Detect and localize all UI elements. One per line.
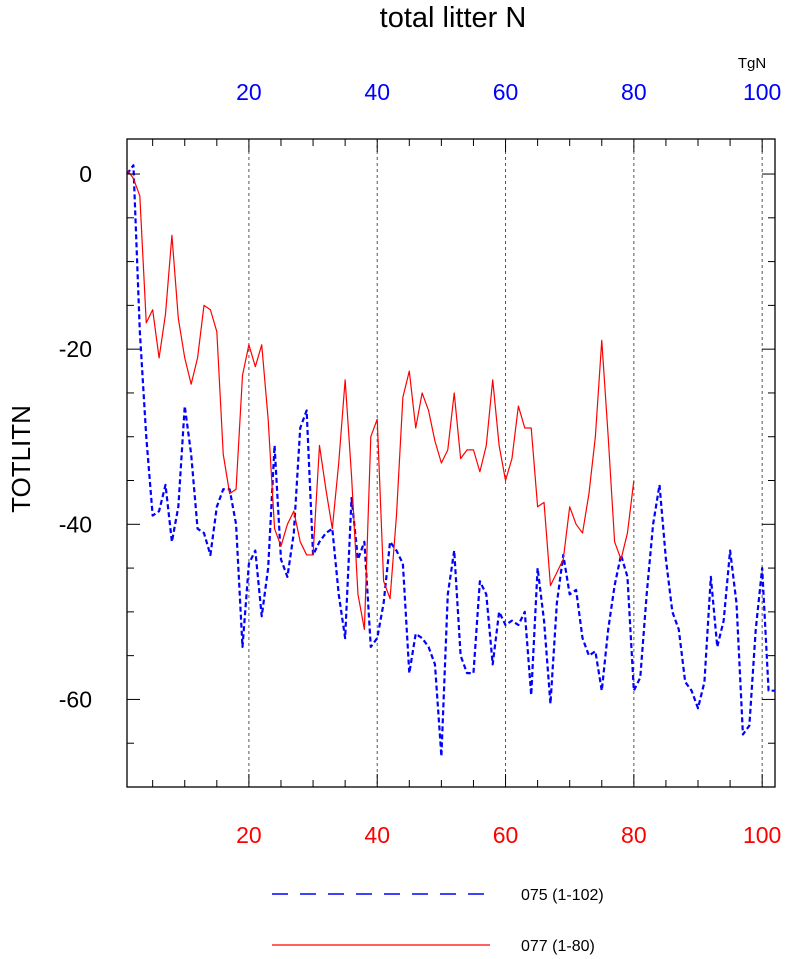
x-tick-label-top: 20 [236, 79, 262, 105]
series-line-1 [126, 169, 635, 630]
y-tick-label: 0 [79, 161, 92, 187]
x-tick-label-bottom: 40 [364, 822, 390, 848]
series-layer [126, 164, 775, 758]
units-label: TgN [738, 55, 766, 72]
x-tick-label-top: 60 [493, 79, 519, 105]
x-tick-label-bottom: 100 [743, 822, 781, 848]
legend-label-075: 075 (1-102) [521, 887, 604, 904]
x-tick-label-top: 100 [743, 79, 781, 105]
y-tick-label: -40 [59, 511, 92, 537]
x-tick-label-top: 40 [364, 79, 390, 105]
ticks-layer: 20 20 40 40 60 60 80 80 100 100 0 -20 -40 -60 [59, 79, 782, 848]
x-tick-label-bottom: 80 [621, 822, 647, 848]
y-tick-label: -20 [59, 336, 92, 362]
x-tick-label-bottom: 20 [236, 822, 262, 848]
chart-title: total litter N [380, 2, 527, 34]
plot-frame [126, 138, 776, 788]
series-line-0 [126, 164, 775, 758]
legend-label-077: 077 (1-80) [521, 938, 595, 955]
grid-lines [248, 139, 763, 787]
legend: 075 (1-102) 077 (1-80) [272, 887, 604, 955]
x-tick-label-bottom: 60 [493, 822, 519, 848]
y-axis-label: TOTLITN [6, 405, 36, 513]
y-tick-label: -60 [59, 686, 92, 712]
x-tick-label-top: 80 [621, 79, 647, 105]
